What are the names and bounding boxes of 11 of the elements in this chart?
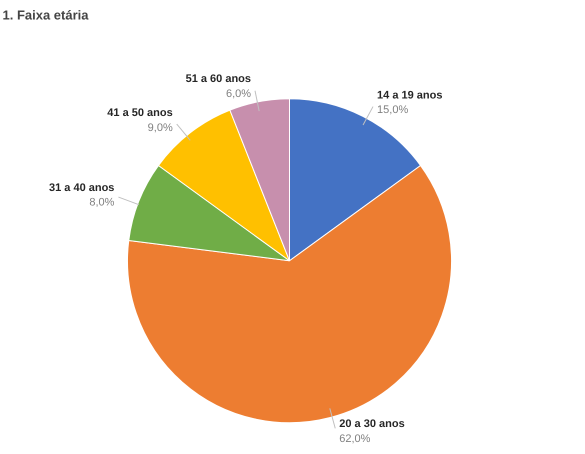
slice-label: 51 a 60 anos [186, 73, 252, 86]
data-label: 15,0% [377, 104, 408, 116]
slice-label: 20 a 30 anos [339, 418, 405, 430]
chart-title: 1. Faixa etária [2, 8, 90, 22]
slice-label: 41 a 50 anos [107, 107, 173, 120]
data-label: 6,0% [226, 88, 252, 100]
data-label: 62,0% [339, 432, 371, 445]
data-label: 8,0% [89, 196, 115, 209]
slice-label: 14 a 19 anos [377, 89, 442, 102]
data-label: 9,0% [148, 122, 173, 134]
slice-label: 31 a 40 anos [48, 182, 114, 194]
